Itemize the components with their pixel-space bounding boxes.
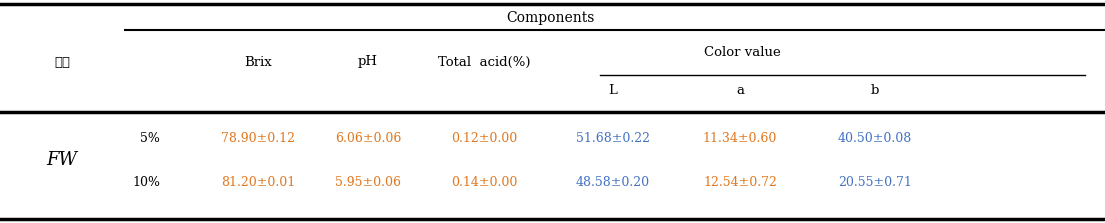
Text: 5%: 5% bbox=[140, 132, 160, 145]
Text: 11.34±0.60: 11.34±0.60 bbox=[703, 132, 777, 145]
Text: 0.12±0.00: 0.12±0.00 bbox=[451, 132, 517, 145]
Text: 48.58±0.20: 48.58±0.20 bbox=[576, 176, 650, 190]
Text: 6.06±0.06: 6.06±0.06 bbox=[335, 132, 401, 145]
Text: 78.90±0.12: 78.90±0.12 bbox=[221, 132, 295, 145]
Text: 20.55±0.71: 20.55±0.71 bbox=[838, 176, 912, 190]
Text: Total  acid(%): Total acid(%) bbox=[438, 56, 530, 68]
Text: 40.50±0.08: 40.50±0.08 bbox=[838, 132, 912, 145]
Text: 81.20±0.01: 81.20±0.01 bbox=[221, 176, 295, 190]
Text: FW: FW bbox=[46, 151, 77, 169]
Text: pH: pH bbox=[358, 56, 378, 68]
Text: 5.95±0.06: 5.95±0.06 bbox=[335, 176, 401, 190]
Text: Color value: Color value bbox=[704, 45, 781, 58]
Text: L: L bbox=[609, 83, 618, 97]
Text: 12.54±0.72: 12.54±0.72 bbox=[703, 176, 777, 190]
Text: Components: Components bbox=[506, 11, 594, 25]
Text: 51.68±0.22: 51.68±0.22 bbox=[576, 132, 650, 145]
Text: 조청: 조청 bbox=[54, 56, 70, 68]
Text: Brix: Brix bbox=[244, 56, 272, 68]
Text: a: a bbox=[736, 83, 744, 97]
Text: 10%: 10% bbox=[131, 176, 160, 190]
Text: 0.14±0.00: 0.14±0.00 bbox=[451, 176, 517, 190]
Text: b: b bbox=[871, 83, 880, 97]
